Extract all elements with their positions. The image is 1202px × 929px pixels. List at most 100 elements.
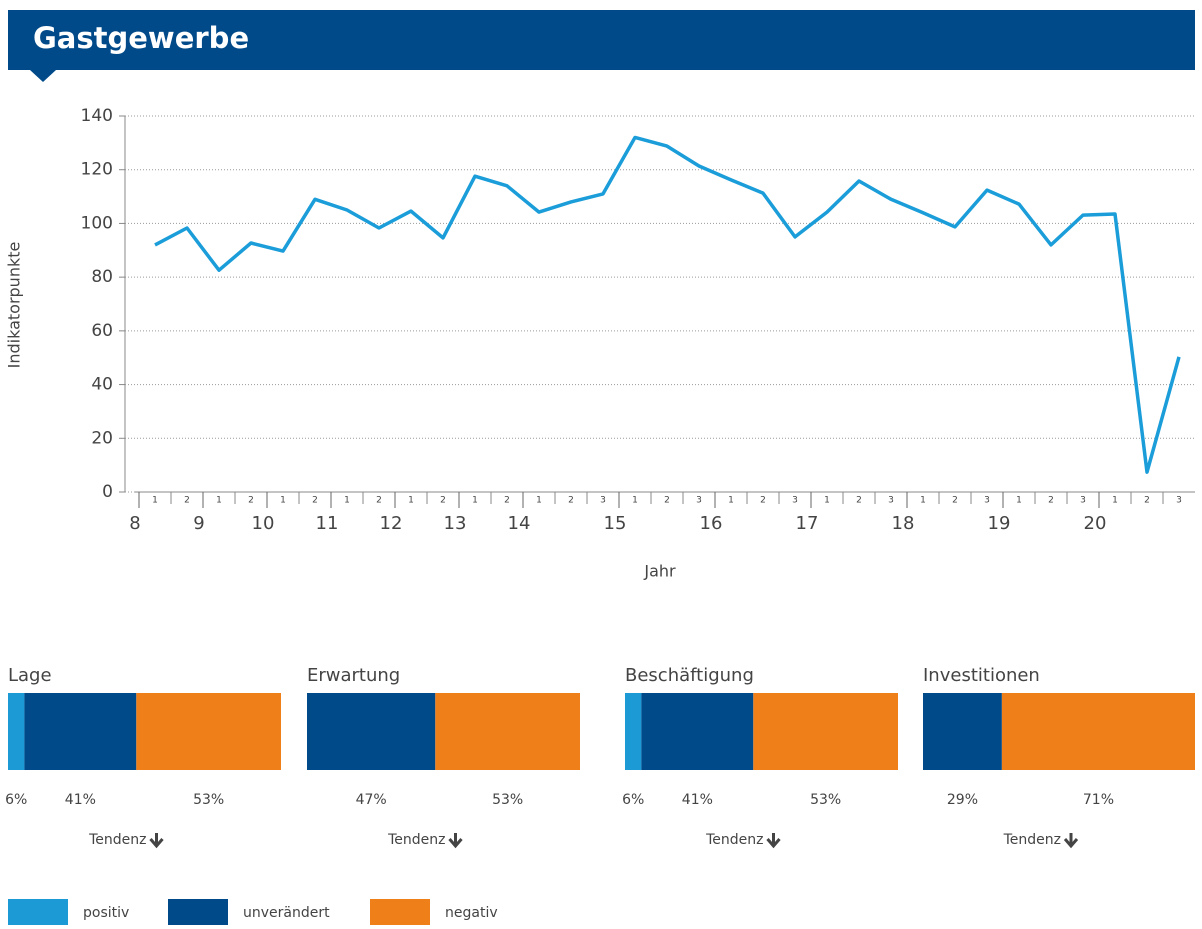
bar-segment [753,693,898,770]
x-period-label: 2 [568,496,574,506]
x-tick-label: 8 [129,513,140,534]
bar-segment [923,693,1002,770]
tendency-label: Tendenz [387,832,445,848]
x-period-label: 1 [536,496,542,506]
y-tick-label: 20 [91,428,113,448]
x-tick-label: 10 [252,513,275,534]
value-label: 53% [492,792,523,808]
x-period-label: 1 [472,496,478,506]
bar-segment [625,693,642,770]
x-tick-label: 20 [1084,513,1107,534]
x-period-label: 3 [888,496,894,506]
x-period-label: 2 [952,496,958,506]
panel-title: Erwartung [307,665,400,686]
value-label: 71% [1083,792,1114,808]
x-period-label: 1 [920,496,926,506]
x-period-label: 1 [408,496,414,506]
legend-label: negativ [445,905,498,921]
tendency-arrow [448,833,463,849]
bar-segment [641,693,754,770]
x-tick-label: 16 [700,513,723,534]
tendency-label: Tendenz [1003,832,1061,848]
tendency-label: Tendenz [88,832,146,848]
x-period-label: 1 [344,496,350,506]
tendency-label: Tendenz [705,832,763,848]
y-tick-label: 120 [81,160,113,180]
header-notch [30,70,56,82]
x-period-label: 2 [1144,496,1150,506]
bar-segment [307,693,436,770]
x-period-label: 3 [600,496,606,506]
legend-label: positiv [83,905,129,921]
x-period-label: 2 [856,496,862,506]
x-period-label: 2 [440,496,446,506]
x-tick-label: 11 [316,513,339,534]
y-tick-label: 140 [81,106,113,126]
panel-title: Investitionen [923,665,1040,686]
x-period-label: 3 [984,496,990,506]
x-tick-label: 17 [796,513,819,534]
bar-segment [8,693,25,770]
x-period-label: 3 [1176,496,1182,506]
y-tick-label: 60 [91,321,113,341]
x-tick-label: 18 [892,513,915,534]
x-period-label: 2 [504,496,510,506]
x-period-label: 2 [760,496,766,506]
bar-segment [435,693,580,770]
y-tick-label: 80 [91,267,113,287]
legend-swatch [168,899,228,925]
x-period-label: 1 [1016,496,1022,506]
x-tick-label: 14 [508,513,531,534]
value-label: 53% [810,792,841,808]
x-period-label: 2 [312,496,318,506]
header-bar [8,10,1195,70]
value-label: 29% [947,792,978,808]
x-tick-label: 15 [604,513,627,534]
x-period-label: 3 [696,496,702,506]
x-period-label: 1 [216,496,222,506]
x-period-label: 2 [1048,496,1054,506]
y-axis-label: Indikatorpunkte [5,242,24,369]
x-period-label: 1 [632,496,638,506]
data-line [154,135,1181,474]
x-period-label: 1 [824,496,830,506]
x-period-label: 3 [792,496,798,506]
x-period-label: 2 [664,496,670,506]
value-label: 47% [356,792,387,808]
x-period-label: 1 [152,496,158,506]
value-label: 6% [622,792,644,808]
x-tick-label: 19 [988,513,1011,534]
y-tick-label: 0 [102,482,113,502]
value-label: 41% [65,792,96,808]
x-period-label: 2 [184,496,190,506]
value-label: 53% [193,792,224,808]
x-period-label: 2 [248,496,254,506]
panel-title: Beschäftigung [625,665,754,686]
value-label: 41% [682,792,713,808]
legend-swatch [8,899,68,925]
bar-segment [136,693,281,770]
value-label: 6% [5,792,27,808]
bar-segment [24,693,137,770]
panel-title: Lage [8,665,52,686]
tendency-arrow [1063,833,1079,849]
y-tick-label: 40 [91,375,113,395]
x-tick-label: 13 [444,513,467,534]
x-period-label: 1 [280,496,286,506]
header-title: Gastgewerbe [33,21,249,55]
x-tick-label: 9 [193,513,204,534]
x-period-label: 2 [376,496,382,506]
x-axis-label: Jahr [643,562,676,581]
y-tick-label: 100 [81,213,113,233]
bar-segment [1001,693,1195,770]
x-period-label: 1 [728,496,734,506]
tendency-arrow [766,833,781,849]
x-period-label: 3 [1080,496,1086,506]
x-period-label: 1 [1112,496,1118,506]
legend-label: unverändert [243,905,330,921]
x-tick-label: 12 [380,513,403,534]
legend-swatch [370,899,430,925]
tendency-arrow [149,833,164,849]
